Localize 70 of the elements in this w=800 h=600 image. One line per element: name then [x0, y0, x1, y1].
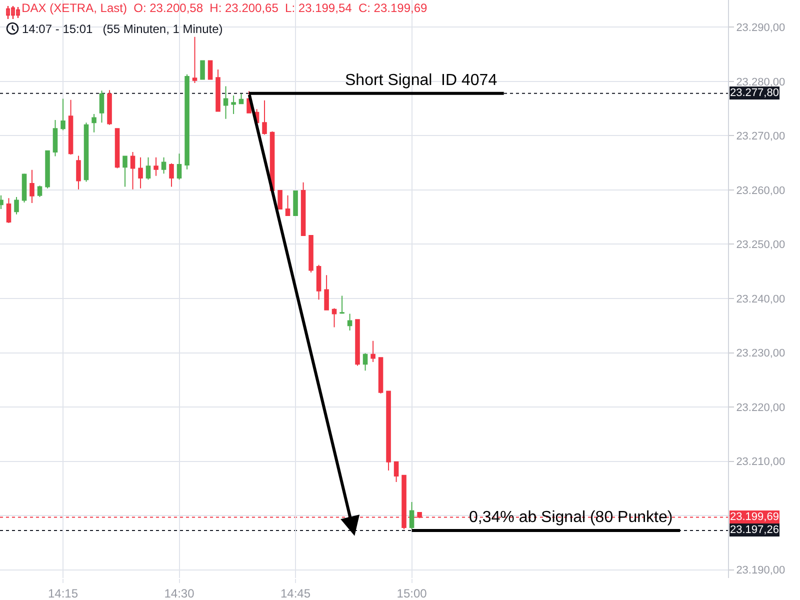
annotation: 0,34% ab Signal (80 Punkte)	[469, 509, 673, 526]
candlestick	[216, 68, 220, 112]
text: 14:07 - 15:01 (55 Minuten, 1 Minute)	[22, 22, 223, 36]
candlestick	[169, 162, 174, 188]
y-tick-label: 23.210,00	[736, 456, 786, 468]
y-tick-label: 23.190,00	[736, 564, 786, 577]
candlestick	[84, 122, 89, 182]
candlestick	[347, 313, 352, 332]
x-tick-label: 14:30	[164, 586, 195, 600]
candlestick	[6, 198, 12, 224]
candlestick	[293, 190, 298, 216]
x-tick-label: 14:45	[280, 586, 311, 600]
ref-line-label: 23.199,69	[730, 511, 779, 523]
candlestick	[308, 235, 314, 273]
candlestick	[231, 95, 236, 114]
y-tick-label: 23.220,00	[736, 402, 786, 414]
candlestick	[409, 502, 414, 530]
x-tick-label: 14:15	[48, 586, 78, 600]
candlestick	[92, 113, 96, 133]
candlestick	[362, 352, 368, 372]
candlestick	[122, 155, 128, 188]
y-tick-label: 23.260,00	[736, 184, 786, 197]
candlestick	[37, 185, 42, 198]
candlestick	[386, 390, 391, 472]
annotation: Short Signal ID 4074	[345, 72, 498, 89]
candlestick	[60, 98, 66, 131]
candlestick	[378, 357, 384, 394]
y-tick-label: 23.280,00	[736, 76, 786, 88]
candlestick	[176, 153, 182, 180]
candlestick	[130, 151, 136, 190]
candlestick	[138, 156, 143, 189]
candlestick	[14, 196, 19, 215]
ref-line-label: 23.277,80	[730, 87, 779, 99]
y-tick-label: 23.250,00	[736, 239, 786, 252]
candlestick	[114, 128, 120, 169]
candlestick	[45, 150, 50, 189]
y-tick-label: 23.290,00	[736, 22, 786, 34]
candlestick	[355, 319, 360, 366]
candlestick	[154, 156, 158, 176]
candlestick	[370, 340, 376, 362]
candlestick	[285, 194, 290, 216]
x-tick-label: 15:00	[396, 586, 428, 600]
candlestick	[107, 90, 112, 126]
candlestick	[340, 295, 344, 314]
candlestick	[184, 74, 190, 170]
candlestick	[223, 86, 228, 120]
ref-line-label: 23.197,26	[730, 524, 779, 536]
candlestick	[262, 100, 267, 136]
candlestick	[394, 461, 399, 482]
candlestick	[332, 308, 337, 328]
candlestick	[161, 156, 166, 174]
candlestick	[324, 274, 329, 310]
candlestick	[316, 264, 322, 300]
candlestick	[192, 36, 198, 84]
candlestick	[68, 99, 74, 156]
chart-title: DAX (XETRA, Last) O: 23.200,58 H: 23.200,65 L: 23.199,54 C: 23.199,69	[22, 1, 428, 15]
candlestick	[300, 182, 306, 236]
candlestick	[146, 156, 151, 180]
candlestick	[22, 173, 27, 203]
y-tick-label: 23.240,00	[736, 293, 786, 306]
candlestick	[200, 60, 205, 80]
candlestick	[238, 93, 244, 104]
y-tick-label: 23.230,00	[736, 348, 786, 360]
y-tick-label: 23.270,00	[736, 130, 786, 143]
candlestick	[52, 119, 58, 157]
candlestick	[76, 155, 81, 190]
candlestick	[208, 60, 213, 80]
candlestick	[30, 169, 34, 204]
candlestick	[99, 90, 104, 124]
candlestick	[278, 190, 282, 210]
